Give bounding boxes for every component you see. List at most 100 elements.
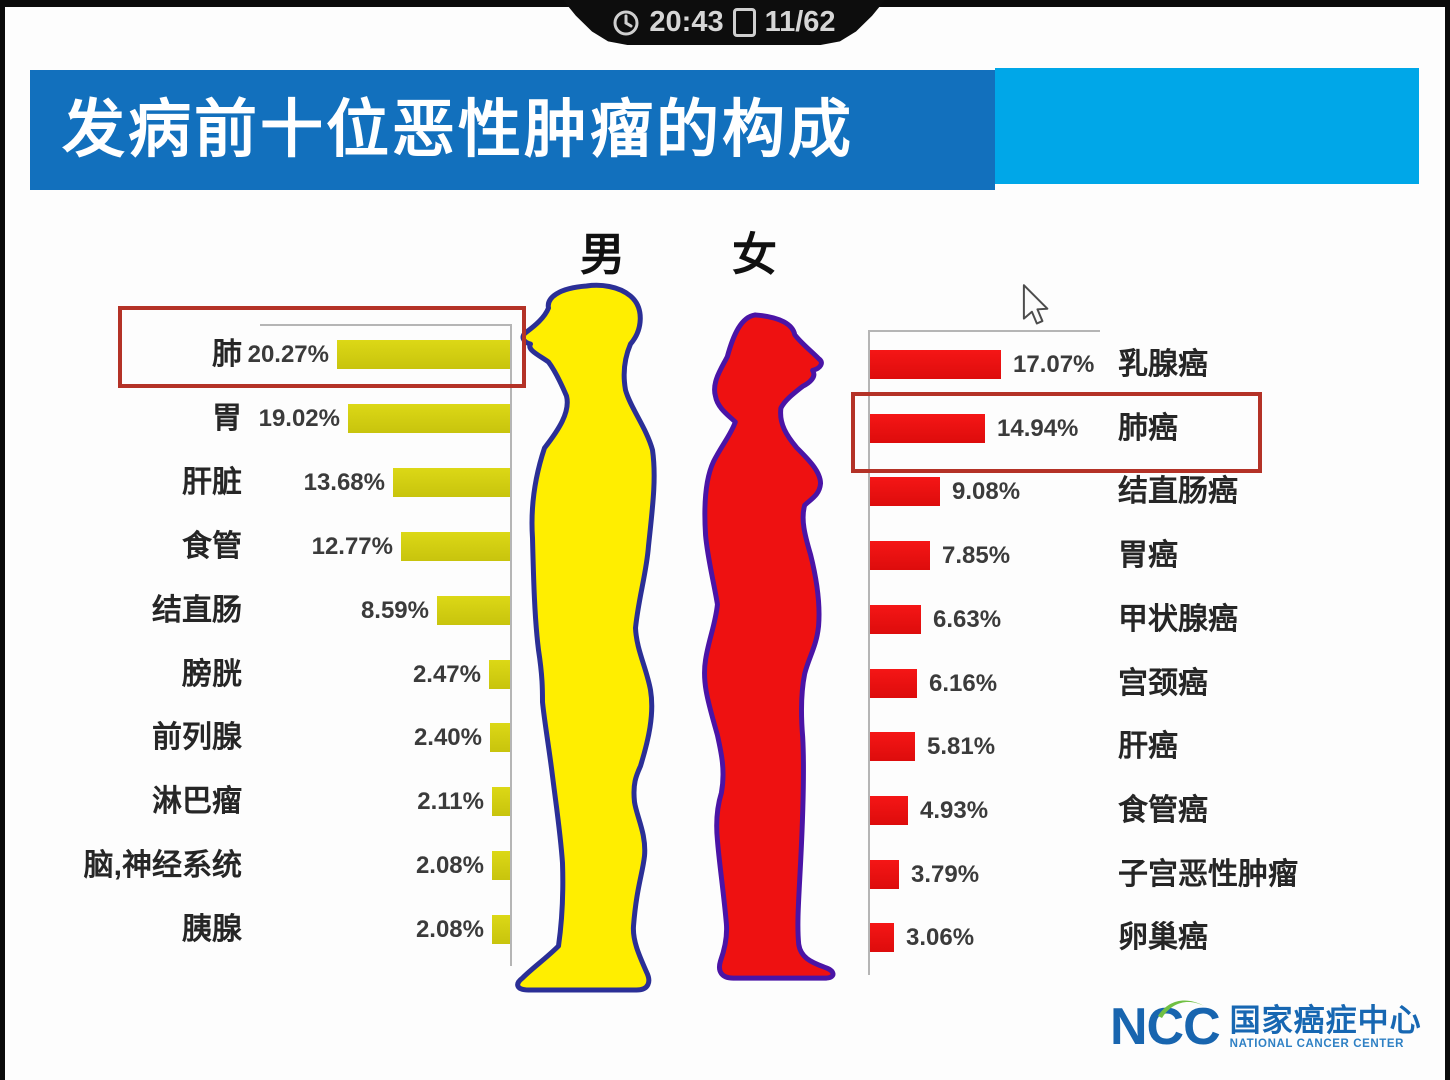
chart-bar <box>437 595 510 625</box>
right-border <box>1445 0 1450 1080</box>
chart-category-label: 肺 <box>212 338 242 371</box>
chart-category-label: 胃 <box>212 401 242 435</box>
chart-bar <box>870 350 1001 379</box>
chart-row: 2.08% 胰腺 <box>60 913 512 947</box>
chart-row: 17.07% 乳腺癌 <box>868 348 1348 382</box>
leaf-swoosh-icon <box>1158 1000 1204 1018</box>
chart-category-label: 脑,神经系统 <box>83 849 242 883</box>
chart-category-label: 食管癌 <box>1118 793 1208 827</box>
chart-category-label: 胃癌 <box>1118 539 1178 573</box>
chart-value: 3.06% <box>906 924 975 952</box>
female-chart: 17.07% 乳腺癌 14.94% 肺癌 9.08% 结直肠癌 7.85% 胃癌 6.63% 甲状… <box>868 330 1348 980</box>
chart-bar <box>489 659 510 689</box>
chart-row: 3.06% 卵巢癌 <box>868 921 1348 955</box>
chart-category-label: 甲状腺癌 <box>1118 602 1238 636</box>
chart-bar <box>870 604 921 634</box>
ncc-name-en: NATIONAL CANCER CENTER <box>1229 1038 1405 1050</box>
chart-value: 2.08% <box>415 916 484 944</box>
chart-bar <box>337 340 510 369</box>
male-header: 男 <box>580 229 626 280</box>
chart-bar <box>870 413 985 443</box>
chart-category-label: 卵巢癌 <box>1118 921 1208 955</box>
chart-value: 13.68% <box>303 468 385 496</box>
chart-value: 6.16% <box>929 669 998 697</box>
chart-bar <box>870 923 894 953</box>
chart-category-label: 结直肠癌 <box>1118 475 1238 509</box>
chart-category-label: 膀胱 <box>182 657 242 691</box>
chart-value: 6.63% <box>933 605 1002 633</box>
chart-bar <box>870 541 930 571</box>
chart-bar <box>401 531 510 561</box>
ncc-name-cn: 国家癌症中心 <box>1229 1003 1422 1038</box>
female-chart-axis <box>868 330 870 975</box>
chart-row: 3.79% 子宫恶性肿瘤 <box>868 858 1348 892</box>
chart-bar <box>870 477 940 507</box>
chart-category-label: 乳腺癌 <box>1118 348 1208 381</box>
chart-bar <box>870 668 917 698</box>
chart-bar <box>870 795 908 825</box>
chart-row: 2.08% 脑,神经系统 <box>60 849 512 883</box>
chart-value: 7.85% <box>942 542 1011 570</box>
chart-value: 2.40% <box>413 724 482 752</box>
chart-category-label: 肝癌 <box>1118 730 1178 764</box>
male-chart-top-axis <box>260 324 512 326</box>
female-chart-top-axis <box>868 330 1100 332</box>
chart-category-label: 肝脏 <box>182 465 242 499</box>
chart-bar <box>348 403 510 433</box>
slide-counter: 11/62 <box>764 6 836 38</box>
ncc-logo: NCC 国家癌症中心 NATIONAL CANCER CENTER <box>1110 998 1422 1056</box>
chart-value: 2.08% <box>415 852 484 880</box>
chart-row: 2.11% 淋巴瘤 <box>60 785 512 819</box>
chart-row: 6.16% 宫颈癌 <box>868 667 1348 701</box>
page-title: 发病前十位恶性肿瘤的构成 <box>62 95 854 165</box>
chart-bar <box>492 787 510 817</box>
chart-row: 19.02% 胃 <box>60 402 512 436</box>
chart-value: 2.47% <box>412 660 481 688</box>
chart-row: 9.08% 结直肠癌 <box>868 475 1348 509</box>
chart-row: 14.94% 肺癌 <box>868 412 1348 446</box>
chart-value: 9.08% <box>952 478 1021 506</box>
chart-bar <box>393 467 510 497</box>
chart-category-label: 食管 <box>182 529 242 563</box>
chart-row: 13.68% 肝脏 <box>60 466 512 500</box>
mouse-cursor <box>1022 284 1049 325</box>
chart-row: 8.59% 结直肠 <box>60 594 512 628</box>
status-bar: 20:43 11/62 <box>563 0 885 45</box>
chart-value: 2.11% <box>417 788 484 816</box>
chart-value: 17.07% <box>1013 351 1095 378</box>
male-silhouette <box>515 282 657 993</box>
title-banner: 发病前十位恶性肿瘤的构成 <box>30 70 995 190</box>
female-silhouette <box>702 312 836 981</box>
chart-bar <box>492 851 510 881</box>
male-chart: 20.27% 肺 19.02% 胃 13.68% 肝脏 12.77% 食管 8.59% 结直肠 2.… <box>60 324 512 974</box>
chart-bar <box>870 732 915 762</box>
chart-row: 20.27% 肺 <box>60 338 512 372</box>
status-time: 20:43 <box>649 6 724 38</box>
chart-value: 3.79% <box>911 860 980 888</box>
slide-counter-icon <box>732 8 756 37</box>
male-chart-axis <box>510 324 512 966</box>
chart-category-label: 胰腺 <box>182 913 242 947</box>
chart-category-label: 子宫恶性肿瘤 <box>1118 857 1298 891</box>
chart-value: 5.81% <box>927 733 996 761</box>
chart-bar <box>870 859 899 889</box>
chart-category-label: 前列腺 <box>152 721 242 755</box>
chart-row: 2.40% 前列腺 <box>60 721 512 755</box>
chart-value: 19.02% <box>258 404 340 432</box>
chart-bar <box>492 915 510 945</box>
chart-row: 5.81% 肝癌 <box>868 730 1348 764</box>
chart-row: 7.85% 胃癌 <box>868 539 1348 573</box>
clock-icon <box>613 10 639 35</box>
chart-category-label: 肺癌 <box>1118 411 1178 445</box>
chart-row: 4.93% 食管癌 <box>868 794 1348 828</box>
female-header: 女 <box>732 229 778 280</box>
chart-value: 4.93% <box>920 796 989 824</box>
chart-value: 14.94% <box>997 414 1079 442</box>
chart-value: 20.27% <box>247 341 329 368</box>
chart-row: 2.47% 膀胱 <box>60 658 512 692</box>
chart-bar <box>490 723 510 753</box>
chart-category-label: 结直肠 <box>152 593 242 627</box>
chart-value: 8.59% <box>360 596 429 624</box>
chart-row: 6.63% 甲状腺癌 <box>868 603 1348 637</box>
